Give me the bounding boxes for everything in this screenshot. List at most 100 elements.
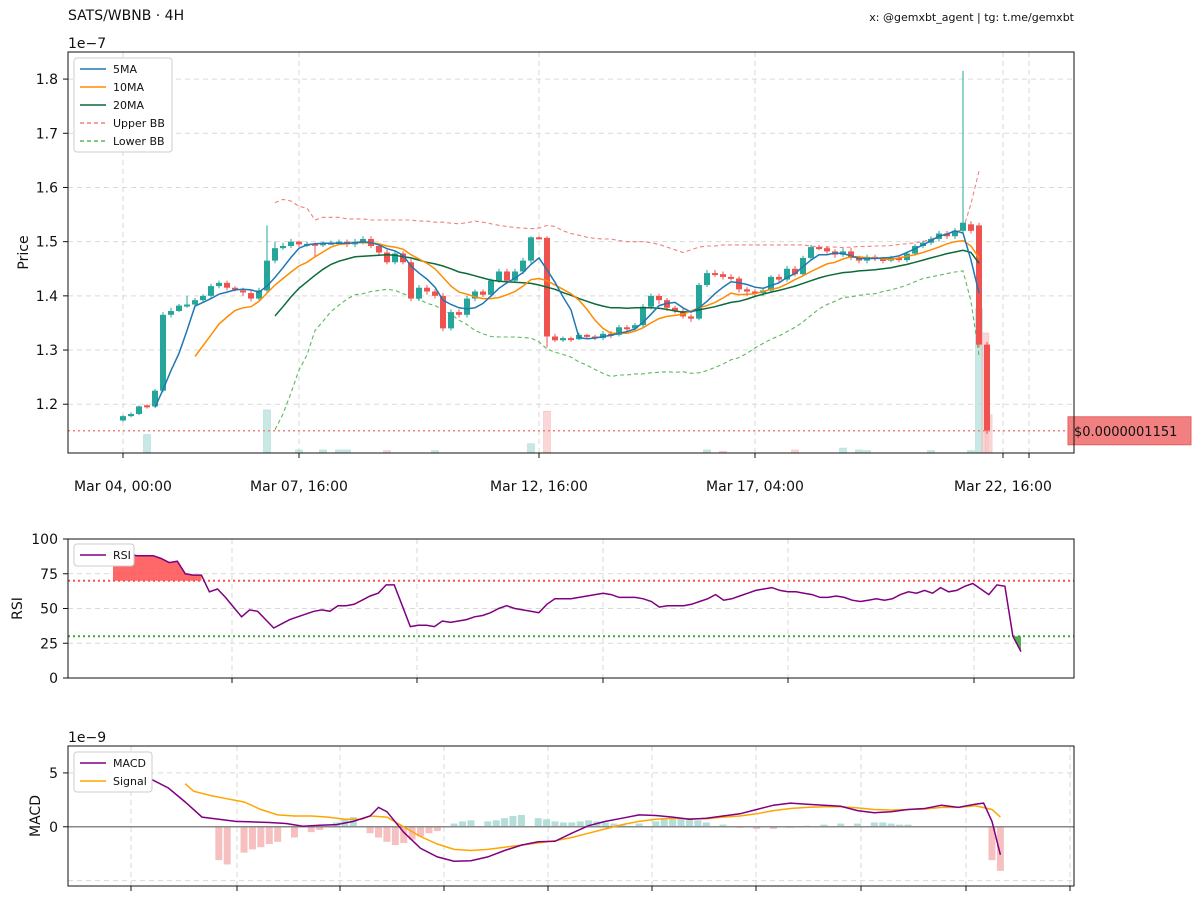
candle-body bbox=[688, 316, 694, 319]
candle-body bbox=[704, 273, 710, 286]
candle-body bbox=[432, 291, 438, 296]
candle-body bbox=[624, 327, 630, 330]
candle-body bbox=[808, 247, 814, 258]
candle-body bbox=[464, 298, 470, 315]
macd-histogram-bar bbox=[408, 826, 416, 840]
macd-histogram-bar bbox=[383, 826, 391, 842]
macd-histogram-bar bbox=[879, 822, 887, 827]
candle-body bbox=[448, 312, 454, 329]
current-price-box bbox=[1067, 416, 1192, 446]
price-legend: 5MA 10MA 20MA Upper BB Lower BB bbox=[73, 57, 173, 153]
macd-plot-area bbox=[68, 746, 1074, 886]
lower-bb-line bbox=[274, 270, 980, 430]
macd-histogram-bar bbox=[492, 820, 500, 827]
macd-histogram-bar bbox=[215, 826, 223, 861]
candle-body bbox=[744, 289, 750, 292]
volume-bar bbox=[543, 410, 551, 454]
rsi-overbought-fill bbox=[113, 554, 202, 581]
candle-body bbox=[984, 344, 990, 431]
candle-body bbox=[408, 262, 414, 299]
macd-ylabel: MACD bbox=[28, 795, 44, 837]
candle-body bbox=[256, 290, 262, 299]
rsi-frame bbox=[67, 538, 1075, 679]
macd-histogram-bar bbox=[400, 826, 408, 843]
price-xtick-label: Mar 07, 16:00 bbox=[250, 479, 348, 495]
candle-body bbox=[560, 338, 566, 341]
macd-histogram-bar bbox=[307, 826, 315, 833]
signal-legend-label: Signal bbox=[113, 775, 147, 788]
price-ytick-label: 1.5 bbox=[36, 235, 58, 251]
candle-body bbox=[288, 241, 294, 246]
candle-body bbox=[456, 312, 462, 315]
candle-body bbox=[520, 260, 526, 272]
candle-body bbox=[248, 293, 254, 299]
candle-body bbox=[424, 287, 430, 292]
macd-histogram-bar bbox=[854, 823, 862, 827]
macd-histogram-bar bbox=[366, 826, 374, 834]
candle-body bbox=[968, 224, 974, 231]
candle-body bbox=[568, 338, 574, 341]
candle-body bbox=[752, 291, 758, 294]
candle-body bbox=[128, 413, 134, 417]
macd-histogram-bar bbox=[685, 819, 693, 827]
price-ytick-label: 1.3 bbox=[36, 343, 58, 359]
candle-body bbox=[264, 260, 270, 291]
macd-histogram-bar bbox=[417, 826, 425, 837]
candle-body bbox=[640, 306, 646, 326]
candle-body bbox=[960, 222, 966, 231]
candle-body bbox=[200, 295, 206, 301]
rsi-ytick-label: 100 bbox=[31, 532, 58, 548]
macd-histogram-bar bbox=[585, 820, 593, 827]
candle-body bbox=[648, 295, 654, 307]
legend-label: Lower BB bbox=[113, 135, 165, 148]
candle-body bbox=[240, 290, 246, 293]
candle-body bbox=[736, 278, 742, 290]
price-ytick-label: 1.4 bbox=[36, 289, 58, 305]
macd-histogram-bar bbox=[576, 821, 584, 827]
macd-histogram-bar bbox=[652, 821, 660, 827]
macd-line bbox=[117, 759, 1002, 862]
candle-body bbox=[776, 276, 782, 280]
candle-body bbox=[672, 307, 678, 312]
candle-body bbox=[712, 273, 718, 276]
price-xtick-label: Mar 12, 16:00 bbox=[490, 479, 588, 495]
candle-body bbox=[144, 405, 150, 408]
price-ytick-label: 1.7 bbox=[36, 126, 58, 142]
macd-histogram-bar bbox=[769, 826, 777, 829]
macd-histogram-bar bbox=[316, 826, 324, 830]
macd-histogram-bar bbox=[610, 823, 618, 827]
candle-body bbox=[656, 295, 662, 301]
macd-histogram-bar bbox=[904, 824, 912, 827]
macd-ytick-label: 5 bbox=[49, 766, 58, 782]
candle-body bbox=[488, 280, 494, 295]
macd-scale-label: 1e−9 bbox=[68, 730, 106, 746]
macd-histogram-bar bbox=[660, 819, 668, 827]
price-xtick-label: Mar 22, 16:00 bbox=[954, 479, 1052, 495]
macd-histogram-bar bbox=[484, 821, 492, 827]
candle-body bbox=[912, 245, 918, 254]
candle-body bbox=[536, 237, 542, 240]
macd-histogram-bar bbox=[290, 826, 298, 838]
candle-body bbox=[552, 336, 558, 341]
candle-body bbox=[168, 311, 174, 315]
macd-histogram-bar bbox=[391, 826, 399, 846]
upper-bb-line bbox=[274, 171, 980, 254]
macd-histogram-bar bbox=[870, 822, 878, 827]
macd-histogram-bar bbox=[568, 822, 576, 827]
candle-body bbox=[952, 230, 958, 237]
candle-body bbox=[160, 314, 166, 391]
candle-body bbox=[224, 282, 230, 288]
volume-bar bbox=[527, 443, 535, 454]
candle-body bbox=[632, 325, 638, 329]
candle-body bbox=[856, 257, 862, 261]
ma5-line bbox=[154, 230, 980, 408]
candle-body bbox=[208, 286, 214, 296]
candle-body bbox=[728, 276, 734, 279]
signal-line bbox=[184, 783, 1001, 852]
candle-body bbox=[184, 304, 190, 307]
macd-histogram-bar bbox=[534, 818, 542, 827]
macd-histogram-bar bbox=[887, 823, 895, 827]
macd-histogram-bar bbox=[896, 824, 904, 827]
macd-panel: 0 5 1e−9 MACD MACD Signal bbox=[28, 730, 1075, 891]
